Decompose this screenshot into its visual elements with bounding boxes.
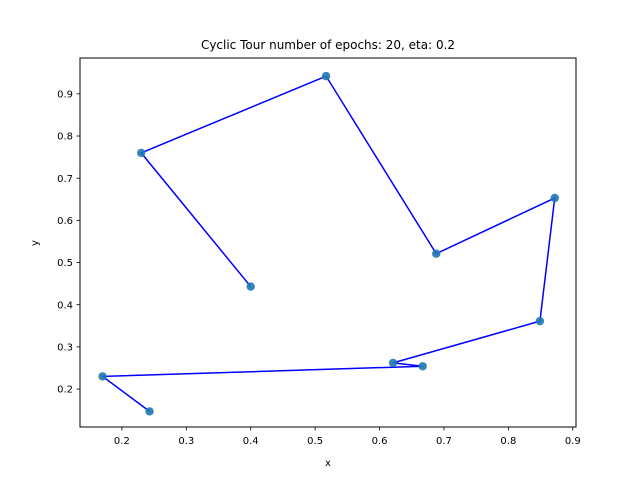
x-tick-label-6: 0.8: [500, 436, 516, 447]
y-tick-label-1: 0.3: [57, 342, 73, 353]
x-tick-label-7: 0.9: [565, 436, 581, 447]
tour-path-layer: [100, 75, 556, 413]
scatter-point-4: [550, 193, 559, 203]
y-tick-label-3: 0.5: [57, 258, 73, 269]
x-tick-label-2: 0.4: [243, 436, 259, 447]
scatter-point-5: [535, 316, 545, 326]
plot-frame: [79, 57, 577, 428]
scatter-point-1: [136, 148, 146, 158]
points-layer: [98, 71, 559, 416]
x-axis-label: x: [325, 458, 331, 469]
y-axis: 0.2 0.3 0.4 0.5 0.6 0.7 0.8 0.9: [57, 89, 80, 396]
x-tick-label-3: 0.5: [307, 436, 323, 447]
x-axis: 0.2 0.3 0.4 0.5 0.6 0.7 0.8 0.9: [114, 427, 581, 447]
scatter-point-6: [388, 358, 398, 368]
y-axis-label: y: [30, 240, 41, 246]
y-tick-label-6: 0.8: [57, 132, 73, 143]
x-tick-label-5: 0.7: [436, 436, 452, 447]
y-tick-label-7: 0.9: [57, 89, 73, 100]
scatter-point-0: [246, 282, 255, 291]
scatter-point-7: [418, 362, 427, 371]
tour-line: [100, 75, 556, 413]
chart-title: Cyclic Tour number of epochs: 20, eta: 0…: [201, 38, 455, 52]
y-tick-label-2: 0.4: [57, 300, 73, 311]
y-tick-label-5: 0.7: [57, 174, 73, 185]
scatter-point-8: [98, 372, 107, 381]
y-tick-label-4: 0.6: [57, 216, 73, 227]
x-tick-label-0: 0.2: [114, 436, 130, 447]
x-tick-label-4: 0.6: [372, 436, 388, 447]
scatter-point-9: [145, 407, 154, 416]
x-tick-label-1: 0.3: [178, 436, 194, 447]
scatter-point-2: [321, 71, 331, 81]
scatter-point-3: [432, 249, 441, 258]
y-tick-label-0: 0.2: [57, 385, 73, 396]
